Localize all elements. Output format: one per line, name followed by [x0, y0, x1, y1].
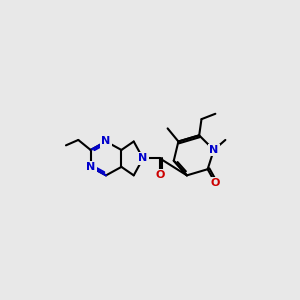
Text: O: O — [155, 170, 165, 180]
Text: N: N — [138, 153, 148, 164]
Text: N: N — [86, 162, 95, 172]
Text: N: N — [101, 136, 111, 146]
Text: O: O — [211, 178, 220, 188]
Text: N: N — [209, 145, 218, 155]
